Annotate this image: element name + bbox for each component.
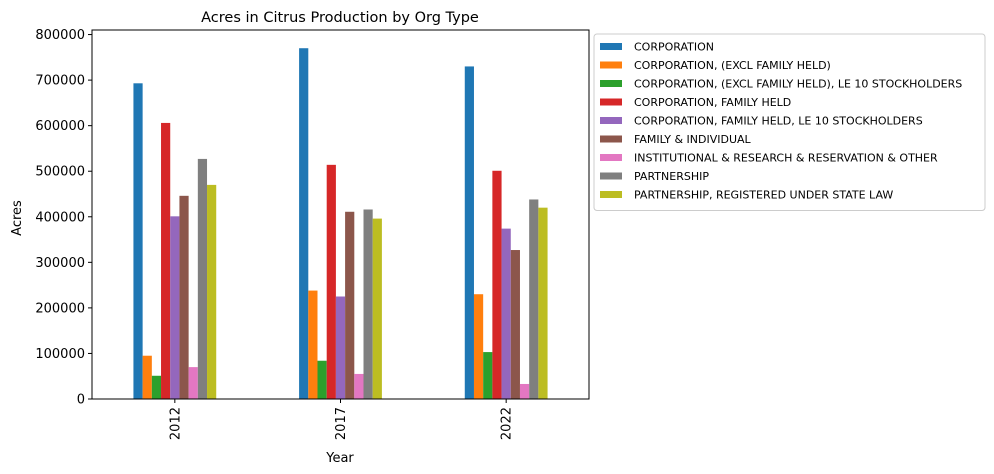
bar-2012-series-0 bbox=[133, 83, 143, 400]
y-tick-label: 700000 bbox=[35, 74, 85, 89]
bar-2022-series-4 bbox=[501, 228, 511, 399]
bar-2017-series-7 bbox=[363, 209, 373, 399]
legend-swatch bbox=[600, 172, 622, 180]
bar-2017-series-6 bbox=[354, 373, 364, 399]
legend-label: CORPORATION bbox=[634, 41, 714, 54]
bar-2022-series-7 bbox=[529, 199, 539, 399]
bar-2012-series-3 bbox=[161, 122, 171, 400]
y-tick-label: 200000 bbox=[35, 301, 85, 316]
bar-2022-series-8 bbox=[538, 207, 548, 399]
legend-swatch bbox=[600, 191, 622, 198]
y-tick-label: 500000 bbox=[35, 165, 85, 180]
bar-2012-series-4 bbox=[170, 216, 180, 399]
y-tick-label: 100000 bbox=[35, 347, 85, 362]
bar-2017-series-2 bbox=[317, 360, 327, 399]
x-tick-label: 2012 bbox=[168, 407, 183, 440]
bar-2022-series-5 bbox=[510, 250, 520, 399]
bar-2022-series-0 bbox=[464, 66, 474, 399]
axes-group: 0 100000 200000 300000 400000 500000 600000 700… bbox=[35, 28, 590, 440]
y-tick-label: 0 bbox=[77, 393, 85, 408]
bar-2012-series-2 bbox=[151, 375, 162, 399]
bar-2022-series-6 bbox=[519, 383, 530, 399]
bar-2022-series-2 bbox=[483, 352, 493, 399]
legend-label: INSTITUTIONAL & RESEARCH & RESERVATION &… bbox=[634, 152, 938, 165]
legend: CORPORATION CORPORATION, (EXCL FAMILY HEL… bbox=[593, 33, 986, 211]
y-tick-label: 800000 bbox=[35, 28, 85, 43]
legend-swatch bbox=[600, 135, 622, 143]
legend-label: CORPORATION, FAMILY HELD, LE 10 STOCKHOL… bbox=[634, 115, 923, 128]
bar-2012-series-7 bbox=[197, 158, 208, 399]
y-tick-label: 300000 bbox=[35, 256, 85, 271]
legend-swatch bbox=[600, 98, 622, 106]
y-tick-label: 400000 bbox=[35, 210, 85, 225]
legend-label: CORPORATION, (EXCL FAMILY HELD) bbox=[634, 59, 831, 72]
x-axis-label: Year bbox=[325, 451, 354, 466]
legend-swatch bbox=[600, 117, 622, 124]
bars-group bbox=[133, 48, 548, 400]
legend-label: CORPORATION, FAMILY HELD bbox=[634, 96, 791, 109]
bar-2017-series-4 bbox=[335, 296, 346, 399]
y-tick-label: 600000 bbox=[35, 119, 85, 134]
bar-2017-series-0 bbox=[299, 48, 309, 399]
x-tick-label: 2017 bbox=[334, 407, 349, 440]
bar-2012-series-5 bbox=[179, 195, 189, 399]
legend-swatch bbox=[600, 61, 622, 69]
bar-2017-series-8 bbox=[372, 218, 382, 399]
bar-2022-series-3 bbox=[492, 170, 502, 399]
x-tick-label: 2022 bbox=[500, 407, 515, 440]
legend-box bbox=[593, 33, 986, 211]
legend-swatch bbox=[600, 154, 622, 161]
bar-2022-series-1 bbox=[473, 294, 484, 399]
y-axis-label: Acres bbox=[10, 200, 25, 236]
bar-2017-series-5 bbox=[345, 211, 355, 399]
legend-label: FAMILY & INDIVIDUAL bbox=[634, 133, 752, 146]
legend-label: PARTNERSHIP bbox=[634, 170, 709, 183]
legend-label: PARTNERSHIP, REGISTERED UNDER STATE LAW bbox=[634, 189, 893, 202]
bar-2012-series-1 bbox=[142, 355, 152, 399]
legend-label: CORPORATION, (EXCL FAMILY HELD), LE 10 S… bbox=[634, 78, 962, 91]
legend-swatch bbox=[600, 80, 622, 87]
legend-swatch bbox=[600, 43, 622, 50]
bar-2017-series-3 bbox=[326, 164, 336, 399]
bar-2012-series-6 bbox=[188, 367, 198, 399]
chart-title: Acres in Citrus Production by Org Type bbox=[201, 10, 479, 26]
bar-2012-series-8 bbox=[207, 184, 217, 399]
bar-2017-series-1 bbox=[308, 290, 318, 399]
